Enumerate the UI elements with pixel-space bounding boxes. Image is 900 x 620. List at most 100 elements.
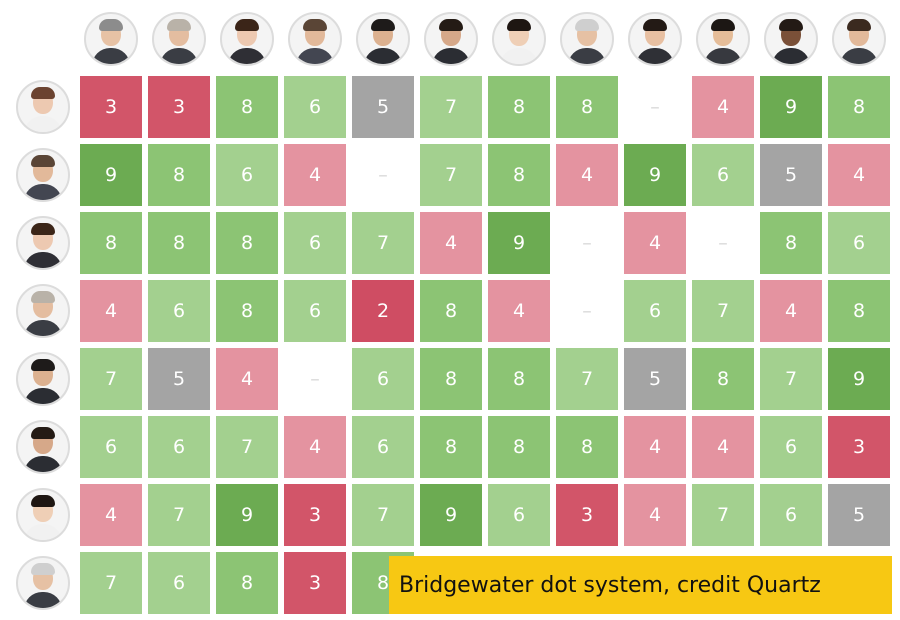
- rating-cell: 8: [488, 416, 550, 478]
- person-avatar-icon: [492, 12, 546, 66]
- rating-cell: 7: [216, 416, 278, 478]
- rating-cell: 4: [420, 212, 482, 274]
- rating-cell: 6: [692, 144, 754, 206]
- rating-cell: 9: [216, 484, 278, 546]
- rating-cell: 4: [624, 484, 686, 546]
- rating-cell: 4: [828, 144, 890, 206]
- person-avatar-icon: [16, 352, 70, 406]
- rating-cell: 8: [692, 348, 754, 410]
- rating-cell: 6: [488, 484, 550, 546]
- rating-cell: 8: [216, 552, 278, 614]
- rating-cell: 8: [420, 348, 482, 410]
- rating-cell: 4: [284, 416, 346, 478]
- rating-cell: 8: [488, 76, 550, 138]
- rating-cell: 4: [488, 280, 550, 342]
- rating-cell: 4: [692, 76, 754, 138]
- rating-cell: 8: [216, 212, 278, 274]
- rating-cell: 8: [420, 416, 482, 478]
- rating-cell: 6: [216, 144, 278, 206]
- rating-cell: 3: [148, 76, 210, 138]
- rating-cell: 8: [828, 280, 890, 342]
- caption-text: Bridgewater dot system, credit Quartz: [399, 572, 821, 598]
- rating-cell: 8: [556, 416, 618, 478]
- rating-cell: 6: [760, 416, 822, 478]
- rating-cell: –: [692, 212, 754, 274]
- person-avatar-icon: [16, 420, 70, 474]
- rating-cell: 4: [624, 212, 686, 274]
- rating-cell: 6: [352, 348, 414, 410]
- person-avatar-icon: [152, 12, 206, 66]
- person-avatar-icon: [84, 12, 138, 66]
- rating-cell: 5: [148, 348, 210, 410]
- rating-cell: 4: [624, 416, 686, 478]
- rating-cell: 9: [80, 144, 142, 206]
- rating-cell: 5: [760, 144, 822, 206]
- person-avatar-icon: [16, 556, 70, 610]
- rating-cell: 7: [352, 484, 414, 546]
- rating-cell: 6: [148, 416, 210, 478]
- person-avatar-icon: [16, 488, 70, 542]
- rating-cell: 7: [420, 144, 482, 206]
- rating-cell: 7: [556, 348, 618, 410]
- rating-cell: 4: [80, 484, 142, 546]
- person-avatar-icon: [832, 12, 886, 66]
- rating-cell: 8: [488, 348, 550, 410]
- rating-cell: 6: [284, 76, 346, 138]
- rating-cell: 7: [760, 348, 822, 410]
- rating-cell: 4: [80, 280, 142, 342]
- rating-cell: 3: [556, 484, 618, 546]
- rating-cell: 6: [828, 212, 890, 274]
- rating-cell: 8: [216, 76, 278, 138]
- rating-cell: 5: [624, 348, 686, 410]
- rating-cell: 7: [692, 280, 754, 342]
- rating-cell: 8: [828, 76, 890, 138]
- rating-cell: 8: [488, 144, 550, 206]
- rating-cell: 3: [828, 416, 890, 478]
- rating-cell: –: [556, 280, 618, 342]
- rating-cell: 8: [148, 212, 210, 274]
- rating-cell: 9: [760, 76, 822, 138]
- rating-cell: 7: [352, 212, 414, 274]
- rating-cell: 9: [828, 348, 890, 410]
- person-avatar-icon: [16, 284, 70, 338]
- rating-cell: 3: [80, 76, 142, 138]
- rating-cell: 4: [284, 144, 346, 206]
- rating-cell: 7: [148, 484, 210, 546]
- person-avatar-icon: [288, 12, 342, 66]
- rating-cell: 9: [420, 484, 482, 546]
- person-avatar-icon: [356, 12, 410, 66]
- rating-cell: –: [624, 76, 686, 138]
- person-avatar-icon: [16, 80, 70, 134]
- person-avatar-icon: [628, 12, 682, 66]
- rating-cell: 4: [556, 144, 618, 206]
- rating-cell: 6: [352, 416, 414, 478]
- rating-cell: 5: [828, 484, 890, 546]
- rating-cell: 6: [284, 280, 346, 342]
- rating-cell: 8: [148, 144, 210, 206]
- rating-cell: 9: [488, 212, 550, 274]
- rating-cell: 5: [352, 76, 414, 138]
- rating-cell: 3: [284, 552, 346, 614]
- rating-cell: –: [352, 144, 414, 206]
- rating-cell: 6: [284, 212, 346, 274]
- rating-cell: –: [284, 348, 346, 410]
- rating-cell: 6: [624, 280, 686, 342]
- person-avatar-icon: [424, 12, 478, 66]
- person-avatar-icon: [16, 148, 70, 202]
- rating-cell: 7: [80, 348, 142, 410]
- rating-cell: 6: [80, 416, 142, 478]
- rating-cell: 6: [148, 280, 210, 342]
- person-avatar-icon: [764, 12, 818, 66]
- rating-cell: 4: [760, 280, 822, 342]
- rating-cell: 4: [692, 416, 754, 478]
- rating-cell: 3: [284, 484, 346, 546]
- rating-cell: 8: [760, 212, 822, 274]
- caption-banner: Bridgewater dot system, credit Quartz: [389, 556, 892, 614]
- rating-cell: 4: [216, 348, 278, 410]
- rating-cell: 7: [420, 76, 482, 138]
- person-avatar-icon: [220, 12, 274, 66]
- rating-cell: 2: [352, 280, 414, 342]
- rating-cell: 8: [420, 280, 482, 342]
- person-avatar-icon: [560, 12, 614, 66]
